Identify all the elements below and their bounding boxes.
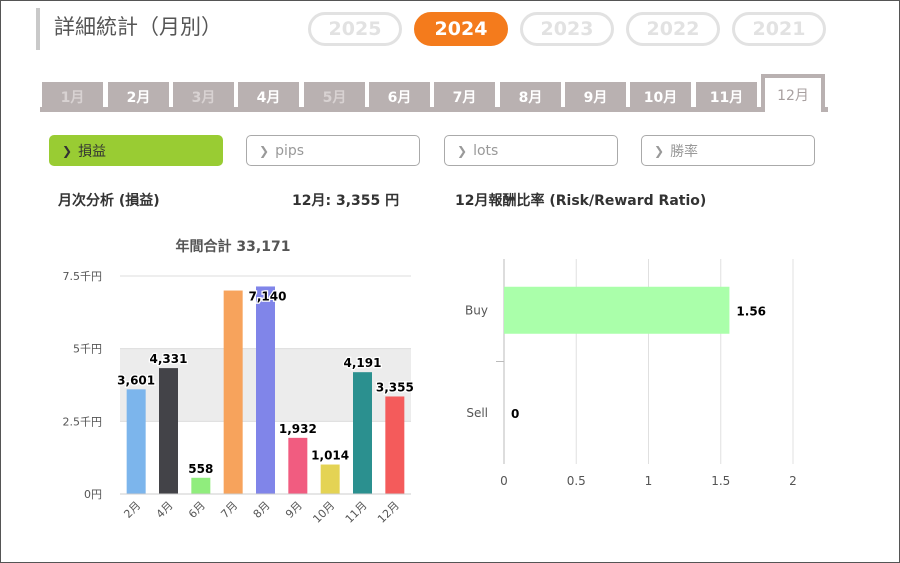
data-label: 558 (188, 462, 213, 476)
month-tab-5: 5月 (304, 82, 365, 112)
x-tick-label: 1 (645, 474, 653, 488)
data-label: 0 (511, 407, 519, 421)
year-selector: 2025 2024 2023 2022 2021 (308, 12, 826, 46)
year-tab-2023[interactable]: 2023 (520, 12, 614, 46)
bar[interactable] (126, 389, 146, 494)
x-tick-label: 4月 (154, 499, 176, 521)
month-tab-6[interactable]: 6月 (369, 82, 430, 112)
bar-chart-title: 年間合計 33,171 (176, 238, 291, 255)
month-tab-3: 3月 (173, 82, 234, 112)
bar[interactable] (320, 464, 340, 494)
data-label: 1,014 (311, 449, 349, 463)
monthly-bar-chart: 0円 2.5千円 5千円 7.5千円 3,601 2月 4,331 4月 558 6月 7月 7,14… (63, 270, 416, 526)
monthly-analysis-heading: 月次分析 (損益) (58, 193, 160, 209)
month-tabs: 1月 2月 3月 4月 5月 6月 7月 8月 9月 10月 11月 12月 (40, 74, 828, 112)
month-tab-8[interactable]: 8月 (500, 82, 561, 112)
month-tab-7[interactable]: 7月 (434, 82, 495, 112)
x-tick-label: 0.5 (567, 474, 586, 488)
page-title: 詳細統計（月別） (54, 15, 222, 39)
data-label: 1.56 (736, 304, 766, 318)
bar[interactable] (385, 396, 405, 494)
data-label: 3,355 (376, 380, 414, 394)
month-tab-1: 1月 (42, 82, 103, 112)
data-label: 1,932 (279, 422, 317, 436)
month-tab-11[interactable]: 11月 (696, 82, 757, 112)
year-tab-2022[interactable]: 2022 (626, 12, 720, 46)
bar[interactable] (504, 286, 730, 334)
metric-label: lots (473, 142, 499, 159)
x-tick-label: 11月 (343, 499, 370, 526)
metric-button-lots[interactable]: ❯ lots (444, 135, 618, 166)
data-label: 3,601 (117, 373, 155, 387)
chevron-right-icon: ❯ (259, 143, 270, 158)
x-tick-label: 10月 (310, 499, 337, 526)
metric-button-pnl[interactable]: ❯ 損益 (49, 135, 223, 166)
bar[interactable] (191, 477, 211, 494)
bar[interactable] (353, 372, 372, 494)
data-label: 7,140 (249, 289, 287, 303)
y-tick-label: 5千円 (73, 343, 102, 356)
x-tick-label: 8月 (251, 499, 273, 521)
page-header: 詳細統計（月別） (36, 8, 222, 50)
metric-button-pips[interactable]: ❯ pips (246, 135, 420, 166)
risk-reward-bar-chart: 0 0.5 1 1.5 2 Buy 1.56 Sell 0 (465, 259, 797, 488)
month-tab-10[interactable]: 10月 (630, 82, 691, 112)
bar[interactable] (159, 368, 178, 494)
x-tick-label: 2月 (121, 499, 143, 521)
y-tick-label: 7.5千円 (63, 270, 103, 283)
metric-label: 損益 (78, 143, 107, 160)
month-tab-9[interactable]: 9月 (565, 82, 626, 112)
y-tick-label: 0円 (84, 488, 102, 501)
metric-label: pips (275, 142, 305, 159)
year-tab-2024[interactable]: 2024 (414, 12, 508, 46)
x-tick-label: 9月 (283, 499, 305, 521)
bar[interactable] (288, 437, 308, 494)
risk-reward-heading: 12月報酬比率 (Risk/Reward Ratio) (455, 193, 707, 209)
monthly-summary: 12月: 3,355 円 (292, 193, 400, 209)
year-tab-2021[interactable]: 2021 (732, 12, 826, 46)
chevron-right-icon: ❯ (654, 143, 665, 158)
month-tab-2[interactable]: 2月 (108, 82, 169, 112)
x-tick-label: 1.5 (711, 474, 730, 488)
month-tab-12[interactable]: 12月 (761, 74, 825, 112)
x-tick-label: 6月 (186, 499, 208, 521)
bar[interactable] (256, 286, 275, 494)
metric-button-winrate[interactable]: ❯ 勝率 (641, 135, 815, 166)
data-label: 4,331 (150, 352, 188, 366)
metric-label: 勝率 (670, 143, 699, 160)
x-tick-label: 2 (789, 474, 797, 488)
data-label: 4,191 (344, 356, 382, 370)
y-tick-label: 2.5千円 (63, 415, 103, 428)
year-tab-2025[interactable]: 2025 (308, 12, 402, 46)
y-tick-label: Sell (466, 406, 488, 420)
y-tick-label: Buy (465, 303, 488, 317)
x-tick-label: 12月 (375, 499, 402, 526)
chevron-right-icon: ❯ (62, 143, 73, 158)
x-tick-label: 7月 (218, 499, 240, 521)
chevron-right-icon: ❯ (457, 143, 468, 158)
bar[interactable] (223, 290, 243, 494)
month-tab-4[interactable]: 4月 (238, 82, 299, 112)
x-tick-label: 0 (500, 474, 508, 488)
